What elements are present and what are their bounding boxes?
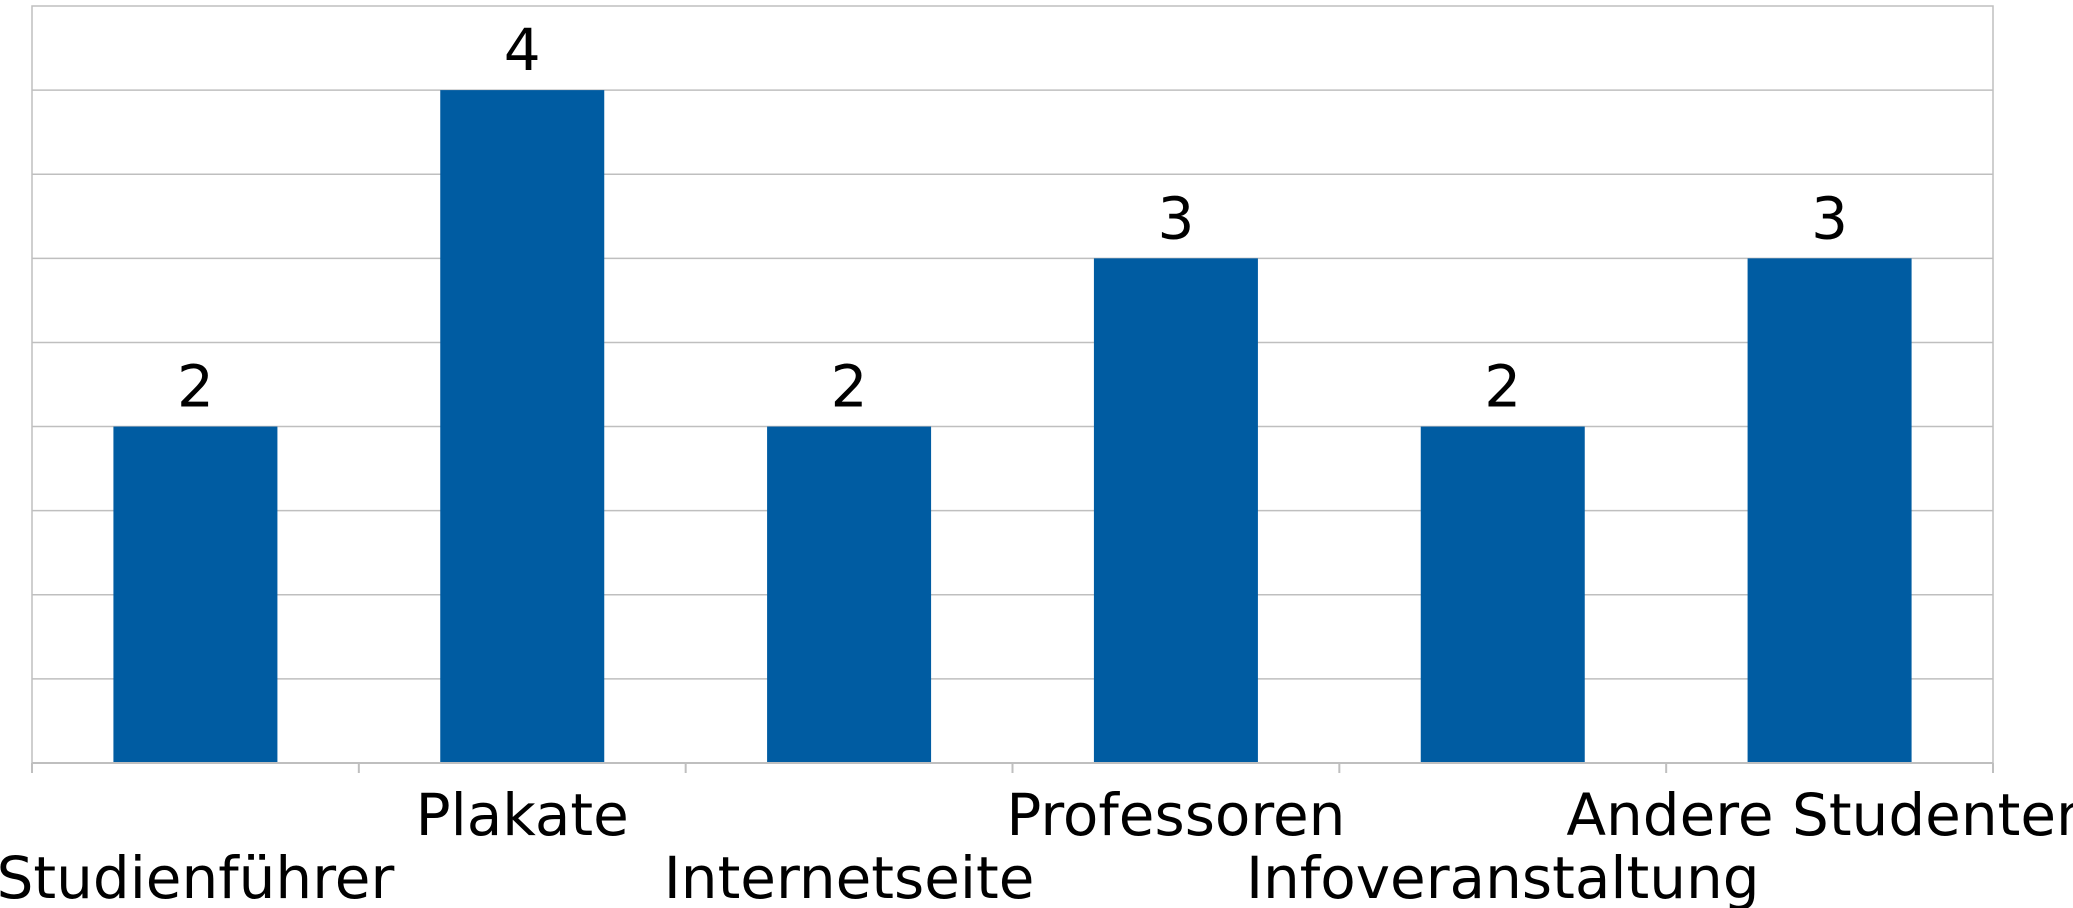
x-axis-labels: Studienführer Plakate InternetseiteProfess… — [0, 781, 2073, 908]
bar — [767, 426, 932, 763]
data-label: 2 — [831, 353, 868, 421]
data-label: 3 — [1157, 184, 1194, 252]
x-tick-label: Andere Studenten — [1566, 781, 2073, 849]
bars — [113, 90, 1912, 764]
data-label: 3 — [1811, 184, 1848, 252]
x-tick-label: Infoveranstaltung — [1246, 844, 1760, 908]
bar — [440, 90, 605, 764]
bar — [113, 426, 278, 763]
x-tick-label: Internetseite — [664, 844, 1035, 908]
plot-border — [31, 5, 1994, 764]
bar — [1420, 426, 1585, 763]
x-tick-label: Studienführer — [0, 844, 394, 908]
x-axis-ticks — [31, 762, 1994, 773]
plot-area — [31, 5, 1994, 764]
data-labels: 2 4 2 3 2 3 — [177, 16, 1848, 420]
data-label: 2 — [177, 353, 214, 421]
bar — [1093, 258, 1258, 763]
gridlines — [32, 89, 1993, 680]
bar — [1747, 258, 1912, 763]
data-label: 4 — [504, 16, 541, 84]
x-tick-label: Professoren — [1006, 781, 1345, 849]
x-tick-label: Plakate — [416, 781, 629, 849]
data-label: 2 — [1484, 353, 1521, 421]
